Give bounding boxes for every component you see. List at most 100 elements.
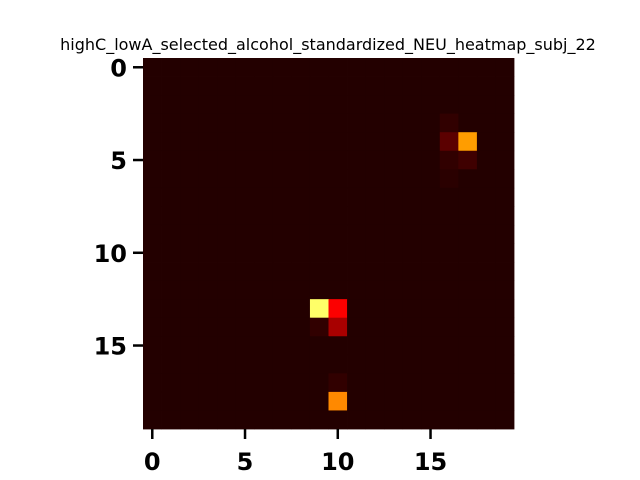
heatmap-cell (347, 76, 366, 96)
heatmap-cell (309, 187, 329, 207)
heatmap-cell (421, 262, 441, 281)
heatmap-cell (421, 373, 441, 393)
heatmap-cell (458, 58, 478, 77)
heatmap-cell (291, 169, 311, 189)
heatmap-cell (217, 391, 237, 411)
heatmap-cell (217, 317, 237, 337)
heatmap-cell (384, 95, 404, 115)
heatmap-cell (217, 95, 237, 115)
heatmap-cell (254, 150, 274, 170)
heatmap-cell (254, 299, 274, 319)
heatmap-cell (198, 95, 218, 115)
heatmap-cell (161, 187, 181, 207)
heatmap-cell (143, 206, 162, 226)
heatmap-cell (254, 336, 274, 356)
heatmap-cell (254, 206, 274, 226)
heatmap-cell (235, 373, 255, 393)
heatmap-cell (161, 243, 181, 263)
heatmap-cell (180, 336, 200, 356)
heatmap-cell (161, 317, 181, 337)
heatmap-cell (217, 373, 237, 393)
heatmap-cell (384, 354, 404, 374)
heatmap-cell (365, 262, 385, 281)
heatmap-cell (439, 262, 459, 281)
heatmap-cell (365, 113, 385, 133)
heatmap-cell (254, 95, 274, 115)
heatmap-cell (143, 410, 162, 430)
heatmap-cell (347, 224, 366, 244)
heatmap-cell (180, 169, 200, 189)
heatmap-cell (180, 373, 200, 393)
heatmap-cell (365, 391, 385, 411)
heatmap-cell (439, 187, 459, 207)
heatmap-cell (421, 95, 441, 115)
heatmap-cell (143, 317, 162, 337)
heatmap-cell (217, 336, 237, 356)
heatmap-cell (476, 354, 496, 374)
heatmap-cell (495, 76, 515, 96)
heatmap-cell (347, 113, 366, 133)
heatmap-cell (143, 262, 162, 281)
heatmap-cell (161, 206, 181, 226)
heatmap-cell (180, 243, 200, 263)
heatmap-cell (384, 410, 404, 430)
heatmap-cell (476, 95, 496, 115)
heatmap-cell (439, 76, 459, 96)
heatmap-cell (161, 76, 181, 96)
heatmap-cell (347, 354, 366, 374)
heatmap-cell (402, 132, 422, 152)
heatmap-cell (365, 299, 385, 319)
heatmap-cell (198, 58, 218, 77)
heatmap-cell (235, 132, 255, 152)
heatmap-cell (272, 299, 292, 319)
heatmap-cell (328, 224, 348, 244)
heatmap-cell (347, 95, 366, 115)
heatmap-cell (161, 410, 181, 430)
heatmap-cell (291, 187, 311, 207)
heatmap-cell (272, 95, 292, 115)
heatmap-cell (291, 299, 311, 319)
heatmap-cell (495, 336, 515, 356)
heatmap-cell (365, 132, 385, 152)
heatmap-cell (347, 187, 366, 207)
heatmap-cell (402, 206, 422, 226)
heatmap-cell (291, 113, 311, 133)
heatmap-cell (180, 391, 200, 411)
heatmap-cell (495, 354, 515, 374)
heatmap-cell (161, 354, 181, 374)
heatmap-cell (235, 113, 255, 133)
heatmap-cell (458, 280, 478, 300)
heatmap-cell (495, 262, 515, 281)
heatmap-cell (458, 410, 478, 430)
heatmap-cell (402, 280, 422, 300)
heatmap-cell (309, 113, 329, 133)
heatmap-cell (180, 113, 200, 133)
heatmap-cell (328, 243, 348, 263)
heatmap-cell (180, 95, 200, 115)
heatmap-cell (180, 76, 200, 96)
heatmap-cell (347, 299, 366, 319)
heatmap-cell (384, 169, 404, 189)
heatmap-cell (272, 224, 292, 244)
heatmap-cell (161, 336, 181, 356)
heatmap-cell (309, 336, 329, 356)
heatmap-cell (161, 299, 181, 319)
heatmap-cell (309, 169, 329, 189)
heatmap-cell (198, 262, 218, 281)
heatmap-cell (143, 243, 162, 263)
heatmap-cell (309, 354, 329, 374)
heatmap-cell (402, 95, 422, 115)
heatmap-cell (347, 150, 366, 170)
heatmap-cell (161, 132, 181, 152)
heatmap-cell (143, 132, 162, 152)
heatmap-cell (272, 280, 292, 300)
heatmap-cell (309, 299, 329, 319)
heatmap-cell (421, 317, 441, 337)
heatmap-cell (365, 373, 385, 393)
heatmap-cell (198, 354, 218, 374)
heatmap-cell (328, 373, 348, 393)
heatmap-cell (476, 262, 496, 281)
heatmap-cell (347, 169, 366, 189)
heatmap-cell (328, 58, 348, 77)
heatmap-cell (291, 76, 311, 96)
